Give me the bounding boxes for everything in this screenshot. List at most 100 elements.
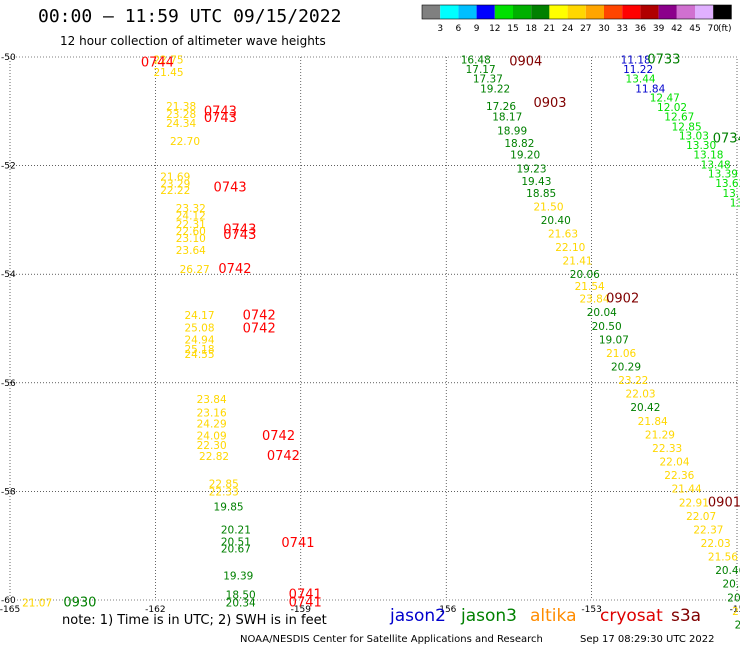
- wave-height-label: 21.56: [708, 552, 738, 564]
- footer-note: note: 1) Time is in UTC; 2) SWH is in fe…: [62, 613, 327, 628]
- wave-height-label: 22.04: [659, 457, 689, 469]
- wave-height-label: 19.43: [521, 176, 551, 188]
- pass-time-label: 0742: [267, 449, 300, 464]
- wave-height-label: 22.91: [679, 497, 709, 509]
- wave-height-label: 11.22: [623, 64, 653, 76]
- observations: 22.7521.45074421.3823.2824.3422.70074307…: [22, 53, 740, 632]
- colorbar-label: 15: [507, 24, 518, 34]
- wave-height-label: 22.03: [701, 538, 731, 550]
- wave-height-label: 22.70: [170, 136, 200, 148]
- axis-ticks: -165 -162 -159 -156 -153 -15 -50 -52 -54 -56 -58 -6…: [0, 53, 740, 615]
- wave-height-label: 24.55: [184, 349, 214, 361]
- wave-height-label: 20.42: [630, 402, 660, 414]
- pass-time-label: 0902: [606, 292, 639, 307]
- colorbar-swatch: [658, 5, 677, 19]
- pass-time-label: 0742: [243, 308, 276, 323]
- x-tick-label: -15: [730, 605, 740, 615]
- wave-height-label: 24.17: [184, 310, 214, 322]
- colorbar-swatch: [440, 5, 459, 19]
- colorbar-outline: [421, 4, 732, 20]
- wave-height-label: 20.51: [722, 579, 740, 591]
- wave-height-label: 23.16: [197, 408, 227, 420]
- colorbar-label: 27: [580, 24, 591, 34]
- wave-height-label: 11.18: [621, 55, 651, 67]
- wave-height-label: 12.02: [657, 102, 687, 114]
- wave-height-label: 13.48: [701, 160, 731, 172]
- wave-height-label: 23.32: [176, 203, 206, 215]
- wave-height-label: 21.69: [160, 171, 190, 183]
- colorbar-label: 18: [525, 24, 537, 34]
- wave-height-label: 13.03: [679, 131, 709, 143]
- pass-time-label: 0930: [63, 596, 96, 611]
- colorbar-label: 45: [689, 24, 700, 34]
- wave-height-label: 22.60: [176, 226, 206, 238]
- wave-height-label: 18.82: [504, 138, 534, 150]
- pass-time-label: 0901: [708, 495, 740, 510]
- wave-height-label: 19.07: [599, 334, 629, 346]
- colorbar-swatch: [622, 5, 641, 19]
- colorbar-swatch: [513, 5, 532, 19]
- wave-height-label: 20.: [735, 619, 740, 631]
- wave-height-label: 25.08: [184, 322, 214, 334]
- colorbar-label: 3: [437, 24, 443, 34]
- colorbar-label: 12: [489, 24, 500, 34]
- legend-entry-jason2: jason2: [390, 606, 446, 626]
- pass-time-label: 0741: [281, 536, 314, 551]
- wave-height-label: 22.33: [209, 486, 239, 498]
- wave-height-label: 11.84: [635, 83, 665, 95]
- wave-height-label: 20.67: [221, 543, 251, 555]
- wave-height-label: 17.37: [473, 74, 503, 86]
- x-tick-label: -153: [581, 605, 601, 615]
- y-tick-label: -56: [1, 379, 16, 389]
- wave-height-label: 22.37: [693, 524, 723, 536]
- wave-height-label: 13.: [730, 198, 740, 210]
- colorbar-label: 39: [653, 24, 665, 34]
- y-tick-label: -54: [1, 270, 16, 280]
- pass-time-label: 0743: [204, 111, 237, 126]
- legend-entry-altika: altika: [530, 606, 577, 626]
- colorbar-swatch: [549, 5, 568, 19]
- legend-entry-jason3: jason3: [461, 606, 517, 626]
- wave-height-label: 18.85: [526, 188, 556, 200]
- colorbar-unit: (ft): [718, 24, 732, 34]
- wave-height-label: 21.07: [22, 598, 52, 610]
- colorbar-swatch: [676, 5, 695, 19]
- colorbar-swatch: [640, 5, 659, 19]
- colorbar-label: 36: [635, 24, 647, 34]
- wave-height-label: 23.10: [176, 233, 206, 245]
- wave-height-label: 17.17: [466, 64, 496, 76]
- wave-height-label: 20.04: [587, 307, 617, 319]
- plot-frame: [9, 56, 738, 601]
- y-tick-label: -58: [1, 487, 16, 497]
- wave-height-label: 13.18: [693, 150, 723, 162]
- wave-height-label: 13.44: [626, 74, 656, 86]
- pass-time-label: 0733: [647, 53, 680, 68]
- colorbar-swatch: [494, 5, 513, 19]
- wave-height-label: 16.48: [461, 55, 491, 67]
- colorbar-swatch: [695, 5, 714, 19]
- x-tick-label: -165: [0, 605, 20, 615]
- colorbar-label: 6: [456, 24, 462, 34]
- wave-height-label: 21.54: [575, 281, 605, 293]
- wave-height-label: 13.39: [708, 169, 738, 181]
- y-tick-label: -52: [1, 162, 16, 172]
- pass-time-label: 0903: [533, 96, 566, 111]
- wave-height-label: 22.03: [626, 389, 656, 401]
- footer-credit: NOAA/NESDIS Center for Satellite Applica…: [240, 634, 543, 645]
- wave-height-label: 19.85: [214, 502, 244, 514]
- wave-height-label: 19.22: [480, 83, 510, 95]
- footer-timestamp: Sep 17 08:29:30 UTC 2022: [580, 634, 715, 645]
- y-tick-label: -50: [1, 53, 16, 63]
- pass-time-label: 0743: [214, 180, 247, 195]
- wave-height-label: 22.30: [197, 440, 227, 452]
- wave-height-label: 13.62: [715, 178, 740, 190]
- pass-time-label: 0734: [713, 131, 740, 146]
- x-tick-label: -156: [436, 605, 457, 615]
- wave-height-label: 20.21: [221, 524, 251, 536]
- pass-time-label: 0743: [204, 104, 237, 119]
- wave-height-label: 22.36: [664, 470, 694, 482]
- pass-time-label: 0741: [289, 596, 322, 611]
- wave-height-label: 23.28: [166, 109, 196, 121]
- colorbar-swatch: [585, 5, 604, 19]
- wave-height-label: 22.85: [209, 478, 239, 490]
